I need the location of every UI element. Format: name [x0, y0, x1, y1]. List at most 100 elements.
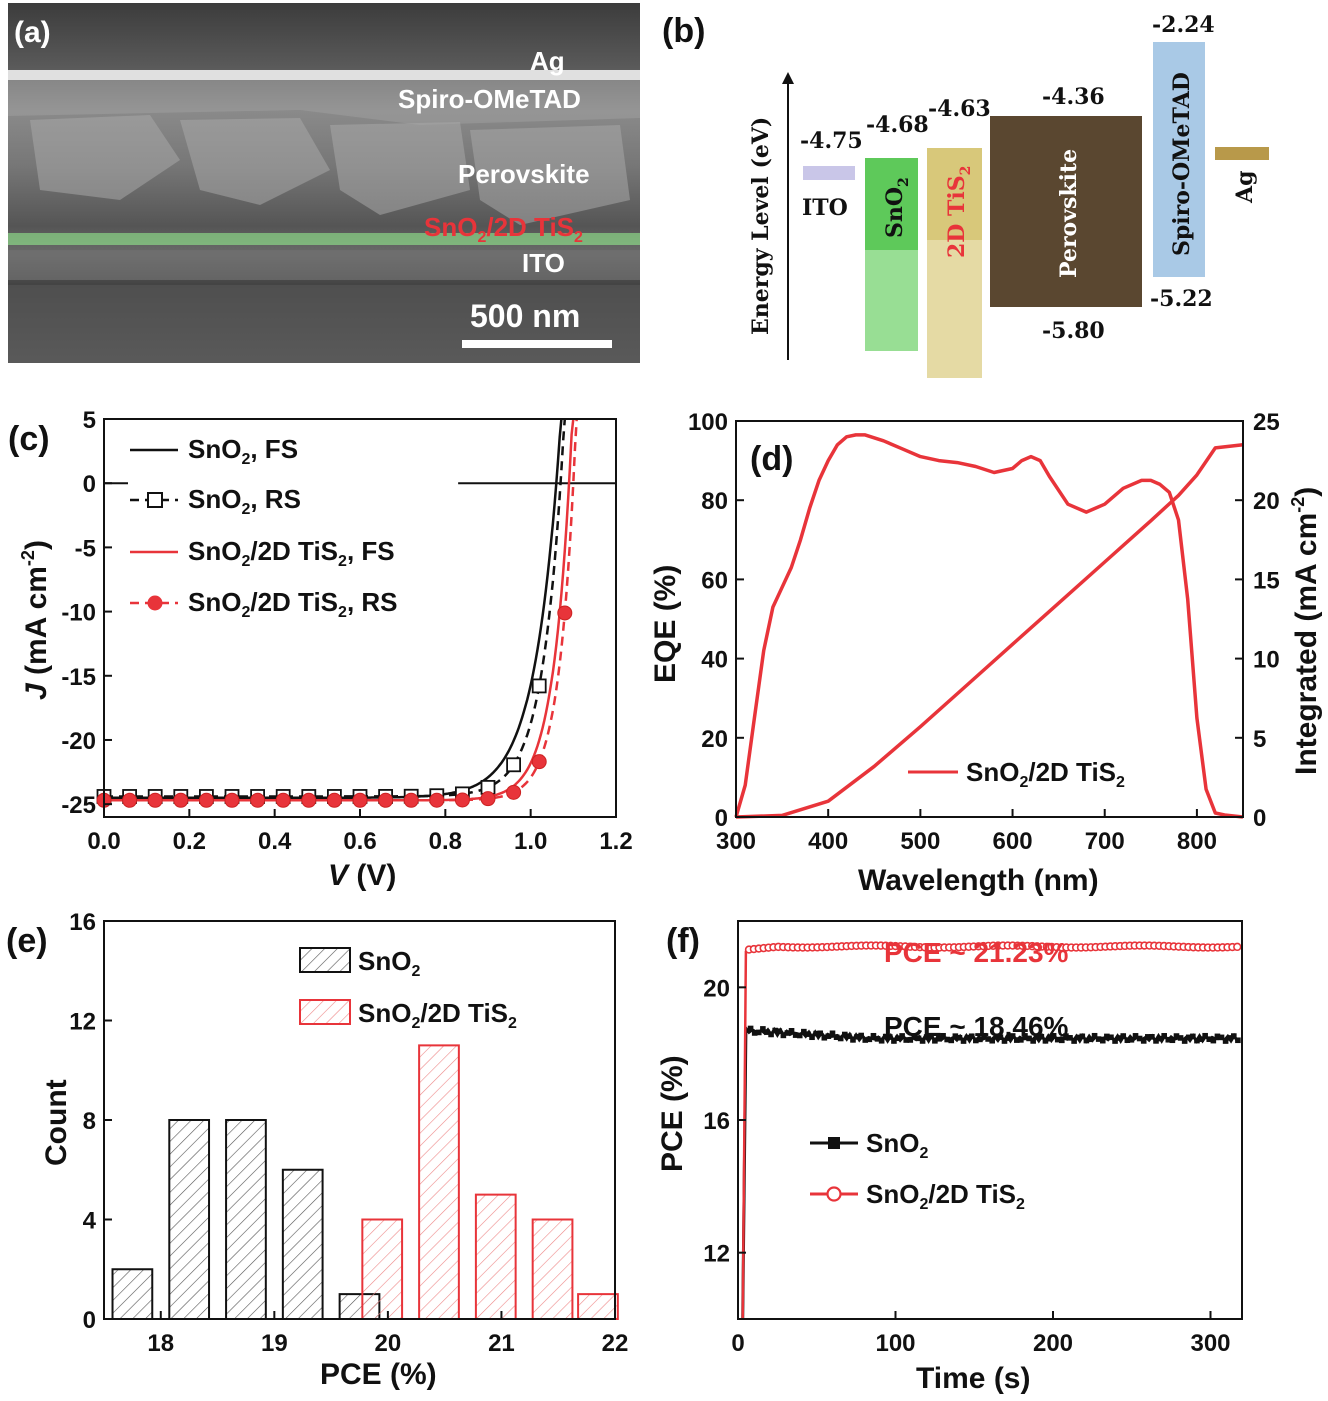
- hist-legend-tis2-swatch: [299, 999, 351, 1025]
- mpp-marker-sno2: [1095, 1036, 1102, 1042]
- mpp-marker-sno2: [1124, 1037, 1131, 1043]
- band-ag-name: Ag: [1232, 171, 1258, 204]
- mpp-marker-sno2: [1161, 1033, 1167, 1039]
- band-spiro: [1153, 42, 1205, 277]
- mpp-marker-sno2: [932, 1038, 938, 1044]
- mpp-marker-sno2: [829, 1030, 836, 1037]
- mpp-marker-sno2: [899, 1033, 905, 1039]
- eqe-x-label: Wavelength (nm): [858, 864, 1099, 897]
- jv-marker-circle: [454, 792, 470, 808]
- legend-sno2-fs-b: , FS: [250, 434, 298, 464]
- legend-sno2-rs-sub: 2: [241, 501, 250, 518]
- jv-xtick-label: 0.0: [87, 828, 120, 855]
- mpp-legend-tis2-sub2: 2: [1016, 1196, 1025, 1213]
- layer-spiro: Spiro-OMeTAD: [398, 84, 581, 114]
- jv-marker-circle: [531, 754, 547, 770]
- mpp-xtick-label: 100: [875, 1330, 915, 1357]
- hist-xtick-label: 19: [261, 1330, 288, 1357]
- mpp-marker-sno2: [927, 1033, 934, 1040]
- hist-ytick-label: 8: [83, 1108, 96, 1135]
- layer-sub-1: 2: [477, 229, 486, 246]
- mpp-marker-sno2: [1026, 1035, 1032, 1042]
- mpp-marker-sno2: [1136, 1035, 1143, 1042]
- panel-f: 0 100 200 300 12 16 20 (f) PCE ~ 21.23% PCE ~ …: [656, 920, 1243, 1395]
- mpp-marker-sno2: [944, 1036, 950, 1043]
- hist-bar-tis2: [474, 1193, 517, 1320]
- hist-legend-sno2-sub: 2: [411, 963, 420, 980]
- mpp-marker-sno2: [1218, 1034, 1225, 1041]
- mpp-marker-sno2: [747, 1025, 754, 1032]
- mpp-marker-sno2: [805, 1031, 811, 1037]
- mpp-marker-sno2: [1181, 1038, 1188, 1044]
- jv-marker-circle: [147, 792, 163, 808]
- sem-perovskite-grains: [30, 115, 630, 225]
- band-ito: [803, 166, 855, 180]
- legend-tis2-rs-a: SnO: [188, 587, 241, 617]
- layer-ito: ITO: [522, 248, 565, 278]
- band-spiro-name: Spiro-OMeTAD: [1169, 72, 1195, 256]
- legend-sno2-rs-a: SnO: [188, 484, 241, 514]
- panel-c-label: (c): [8, 420, 50, 458]
- mpp-marker-sno2: [768, 1031, 774, 1038]
- mpp-annotation-sno2: PCE ~ 18.46%: [884, 1011, 1069, 1042]
- mpp-marker-sno2: [1132, 1033, 1139, 1039]
- mpp-marker-sno2: [993, 1033, 1000, 1040]
- mpp-marker-sno2: [968, 1033, 975, 1040]
- mpp-marker-sno2: [1054, 1036, 1061, 1043]
- mpp-marker-sno2: [1194, 1037, 1200, 1044]
- legend-tis2-rs-marker: [147, 595, 163, 611]
- legend-sno2-rs-b: , RS: [250, 484, 301, 514]
- mpp-marker-sno2: [1214, 1033, 1221, 1040]
- eqe-legend: SnO2/2D TiS2: [966, 757, 1125, 791]
- jv-marker-circle: [275, 792, 291, 808]
- jv-ytick-label: -10: [61, 600, 96, 627]
- mpp-marker-sno2: [1067, 1035, 1073, 1041]
- mpp-marker-sno2: [919, 1038, 926, 1044]
- mpp-marker-sno2: [1165, 1036, 1172, 1043]
- layer-sno2-tis2: SnO2/2D TiS2: [424, 212, 583, 246]
- layer-sno-text: SnO: [424, 212, 477, 242]
- jv-xtick-label: 0.2: [173, 828, 206, 855]
- mpp-marker-sno2: [895, 1035, 901, 1042]
- mpp-marker-sno2: [1235, 1037, 1241, 1044]
- jv-ytick-label: -15: [61, 664, 96, 691]
- jv-ytick-label: 0: [83, 471, 96, 498]
- eqe-y2tick-label: 5: [1253, 726, 1266, 753]
- mpp-marker-sno2: [1112, 1038, 1118, 1044]
- mpp-marker-sno2: [977, 1036, 983, 1043]
- hist-bar-tis2: [577, 1293, 619, 1320]
- band-tis2-top: -4.63: [928, 96, 991, 122]
- sem-spiro-layer: [8, 80, 640, 125]
- panel-a-label: (a): [14, 16, 51, 49]
- mpp-marker-sno2: [1038, 1033, 1045, 1040]
- eqe-xtick-label: 800: [1177, 828, 1217, 855]
- mpp-marker-sno2: [1018, 1037, 1024, 1043]
- mpp-legend-sno2-sub: 2: [919, 1145, 928, 1162]
- mpp-marker-sno2: [1001, 1038, 1008, 1044]
- mpp-marker-sno2: [1099, 1037, 1106, 1044]
- legend-sno2-rs: SnO2, RS: [188, 484, 301, 518]
- band-spiro-bottom: -5.22: [1150, 286, 1213, 312]
- mpp-xtick-label: 0: [731, 1330, 744, 1357]
- legend-tis2-rs-sub1: 2: [241, 604, 250, 621]
- mpp-ticks: 0 100 200 300 12 16 20: [703, 975, 1230, 1357]
- mpp-marker-sno2: [948, 1037, 955, 1044]
- layer-perovskite: Perovskite: [458, 159, 590, 189]
- mpp-marker-sno2: [850, 1037, 856, 1043]
- mpp-y-label: PCE (%): [656, 1055, 689, 1172]
- hist-legend-sno2-a: SnO: [358, 946, 411, 976]
- hist-legend-tis2-sub2: 2: [508, 1015, 517, 1032]
- mpp-marker-sno2: [825, 1033, 832, 1039]
- hist-legend-sno2: SnO2: [358, 946, 420, 980]
- jv-marker-circle: [480, 791, 496, 807]
- mpp-marker-sno2: [973, 1037, 979, 1044]
- mpp-curve-sno2: [741, 1023, 1239, 1320]
- hist-ytick-label: 16: [69, 909, 96, 936]
- band-sno2-name-sub: 2: [896, 177, 912, 187]
- legend-tis2-rs-c: , RS: [347, 587, 398, 617]
- jv-ytick-label: 5: [83, 407, 96, 434]
- mpp-marker-sno2: [1177, 1035, 1184, 1041]
